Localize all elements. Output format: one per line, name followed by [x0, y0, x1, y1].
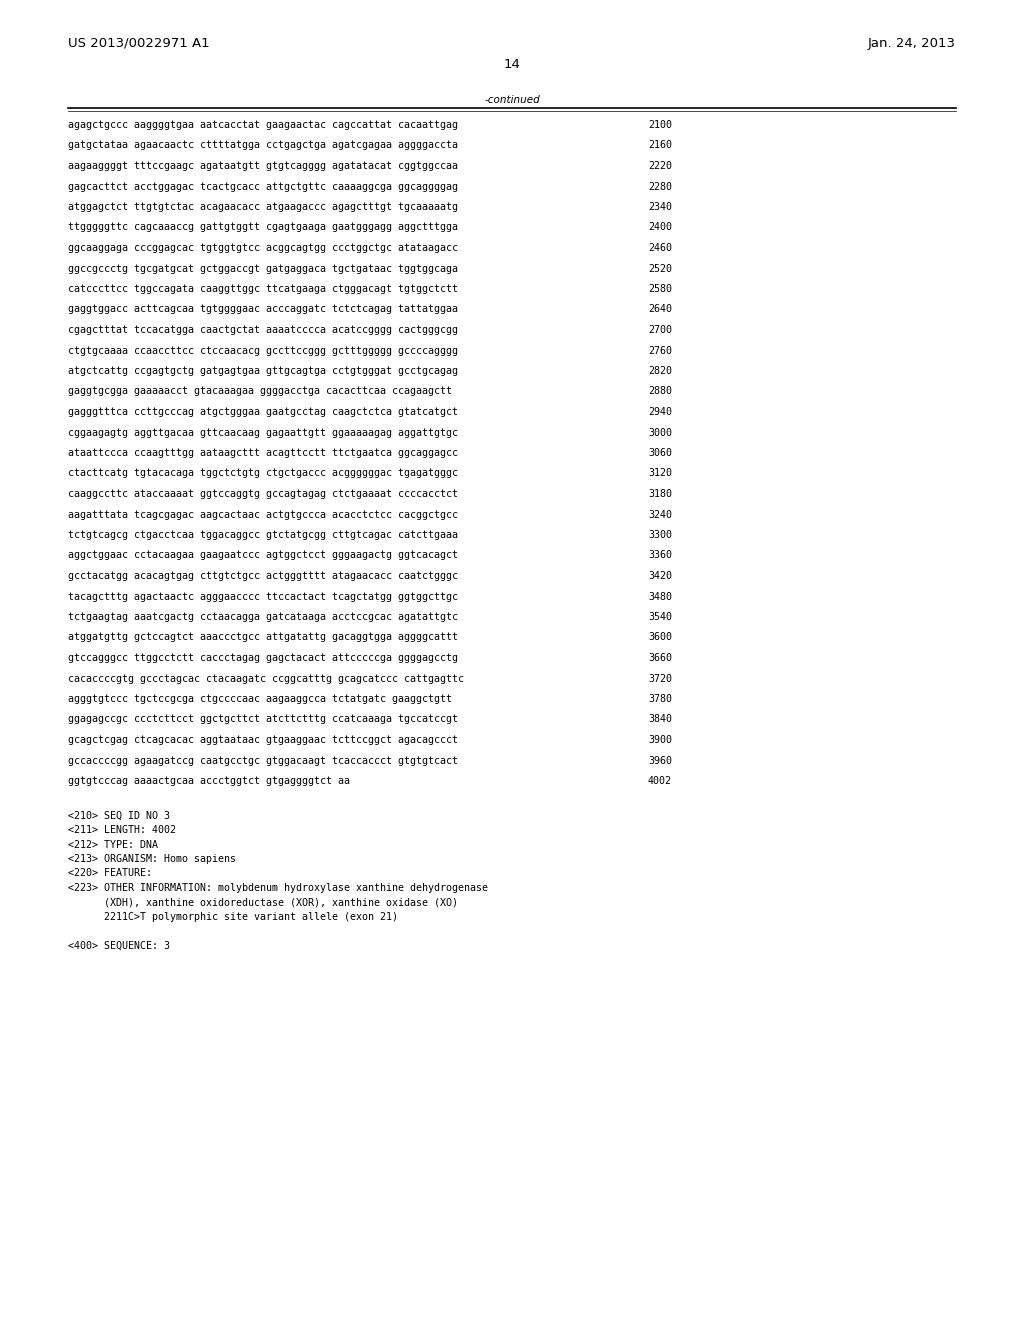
- Text: caaggccttc ataccaaaat ggtccaggtg gccagtagag ctctgaaaat ccccacctct: caaggccttc ataccaaaat ggtccaggtg gccagta…: [68, 488, 458, 499]
- Text: aggctggaac cctacaagaa gaagaatccc agtggctcct gggaagactg ggtcacagct: aggctggaac cctacaagaa gaagaatccc agtggct…: [68, 550, 458, 561]
- Text: gcagctcgag ctcagcacac aggtaataac gtgaaggaac tcttccggct agacagccct: gcagctcgag ctcagcacac aggtaataac gtgaagg…: [68, 735, 458, 744]
- Text: 3240: 3240: [648, 510, 672, 520]
- Text: 2160: 2160: [648, 140, 672, 150]
- Text: Jan. 24, 2013: Jan. 24, 2013: [868, 37, 956, 50]
- Text: <400> SEQUENCE: 3: <400> SEQUENCE: 3: [68, 941, 170, 950]
- Text: <223> OTHER INFORMATION: molybdenum hydroxylase xanthine dehydrogenase: <223> OTHER INFORMATION: molybdenum hydr…: [68, 883, 488, 894]
- Text: gagggtttca ccttgcccag atgctgggaa gaatgcctag caagctctca gtatcatgct: gagggtttca ccttgcccag atgctgggaa gaatgcc…: [68, 407, 458, 417]
- Text: 3660: 3660: [648, 653, 672, 663]
- Text: -continued: -continued: [484, 95, 540, 106]
- Text: 2700: 2700: [648, 325, 672, 335]
- Text: tctgaagtag aaatcgactg cctaacagga gatcataaga acctccgcac agatattgtc: tctgaagtag aaatcgactg cctaacagga gatcata…: [68, 612, 458, 622]
- Text: 3120: 3120: [648, 469, 672, 479]
- Text: 2820: 2820: [648, 366, 672, 376]
- Text: ggtgtcccag aaaactgcaa accctggtct gtgaggggtct aa: ggtgtcccag aaaactgcaa accctggtct gtgaggg…: [68, 776, 350, 785]
- Text: ttgggggttc cagcaaaccg gattgtggtt cgagtgaaga gaatgggagg aggctttgga: ttgggggttc cagcaaaccg gattgtggtt cgagtga…: [68, 223, 458, 232]
- Text: gccaccccgg agaagatccg caatgcctgc gtggacaagt tcaccaccct gtgtgtcact: gccaccccgg agaagatccg caatgcctgc gtggaca…: [68, 755, 458, 766]
- Text: gtccagggcc ttggcctctt caccctagag gagctacact attcccccga ggggagcctg: gtccagggcc ttggcctctt caccctagag gagctac…: [68, 653, 458, 663]
- Text: 2520: 2520: [648, 264, 672, 273]
- Text: agagctgccc aaggggtgaa aatcacctat gaagaactac cagccattat cacaattgag: agagctgccc aaggggtgaa aatcacctat gaagaac…: [68, 120, 458, 129]
- Text: atggagctct ttgtgtctac acagaacacc atgaagaccc agagctttgt tgcaaaaatg: atggagctct ttgtgtctac acagaacacc atgaaga…: [68, 202, 458, 213]
- Text: gaggtgcgga gaaaaacct gtacaaagaa ggggacctga cacacttcaa ccagaagctt: gaggtgcgga gaaaaacct gtacaaagaa ggggacct…: [68, 387, 452, 396]
- Text: <211> LENGTH: 4002: <211> LENGTH: 4002: [68, 825, 176, 836]
- Text: 2580: 2580: [648, 284, 672, 294]
- Text: 3480: 3480: [648, 591, 672, 602]
- Text: ggagagccgc ccctcttcct ggctgcttct atcttctttg ccatcaaaga tgccatccgt: ggagagccgc ccctcttcct ggctgcttct atcttct…: [68, 714, 458, 725]
- Text: 3360: 3360: [648, 550, 672, 561]
- Text: gcctacatgg acacagtgag cttgtctgcc actgggtttt atagaacacc caatctgggc: gcctacatgg acacagtgag cttgtctgcc actgggt…: [68, 572, 458, 581]
- Text: cggaagagtg aggttgacaa gttcaacaag gagaattgtt ggaaaaagag aggattgtgc: cggaagagtg aggttgacaa gttcaacaag gagaatt…: [68, 428, 458, 437]
- Text: aagatttata tcagcgagac aagcactaac actgtgccca acacctctcc cacggctgcc: aagatttata tcagcgagac aagcactaac actgtgc…: [68, 510, 458, 520]
- Text: (XDH), xanthine oxidoreductase (XOR), xanthine oxidase (XO): (XDH), xanthine oxidoreductase (XOR), xa…: [68, 898, 458, 908]
- Text: 2880: 2880: [648, 387, 672, 396]
- Text: 3540: 3540: [648, 612, 672, 622]
- Text: 3300: 3300: [648, 531, 672, 540]
- Text: 2340: 2340: [648, 202, 672, 213]
- Text: 2640: 2640: [648, 305, 672, 314]
- Text: ggcaaggaga cccggagcac tgtggtgtcc acggcagtgg ccctggctgc atataagacc: ggcaaggaga cccggagcac tgtggtgtcc acggcag…: [68, 243, 458, 253]
- Text: 2760: 2760: [648, 346, 672, 355]
- Text: 2400: 2400: [648, 223, 672, 232]
- Text: cgagctttat tccacatgga caactgctat aaaatcccca acatccgggg cactgggcgg: cgagctttat tccacatgga caactgctat aaaatcc…: [68, 325, 458, 335]
- Text: 2211C>T polymorphic site variant allele (exon 21): 2211C>T polymorphic site variant allele …: [68, 912, 398, 921]
- Text: catcccttcc tggccagata caaggttggc ttcatgaaga ctgggacagt tgtggctctt: catcccttcc tggccagata caaggttggc ttcatga…: [68, 284, 458, 294]
- Text: 3060: 3060: [648, 447, 672, 458]
- Text: 2220: 2220: [648, 161, 672, 172]
- Text: 3600: 3600: [648, 632, 672, 643]
- Text: <220> FEATURE:: <220> FEATURE:: [68, 869, 152, 879]
- Text: 3000: 3000: [648, 428, 672, 437]
- Text: aagaaggggt tttccgaagc agataatgtt gtgtcagggg agatatacat cggtggccaa: aagaaggggt tttccgaagc agataatgtt gtgtcag…: [68, 161, 458, 172]
- Text: 3720: 3720: [648, 673, 672, 684]
- Text: ggccgccctg tgcgatgcat gctggaccgt gatgaggaca tgctgataac tggtggcaga: ggccgccctg tgcgatgcat gctggaccgt gatgagg…: [68, 264, 458, 273]
- Text: cacaccccgtg gccctagcac ctacaagatc ccggcatttg gcagcatccc cattgagttc: cacaccccgtg gccctagcac ctacaagatc ccggca…: [68, 673, 464, 684]
- Text: gaggtggacc acttcagcaa tgtggggaac acccaggatc tctctcagag tattatggaa: gaggtggacc acttcagcaa tgtggggaac acccagg…: [68, 305, 458, 314]
- Text: 3840: 3840: [648, 714, 672, 725]
- Text: 14: 14: [504, 58, 520, 71]
- Text: 3780: 3780: [648, 694, 672, 704]
- Text: 4002: 4002: [648, 776, 672, 785]
- Text: <212> TYPE: DNA: <212> TYPE: DNA: [68, 840, 158, 850]
- Text: tacagctttg agactaactc agggaacccc ttccactact tcagctatgg ggtggcttgc: tacagctttg agactaactc agggaacccc ttccact…: [68, 591, 458, 602]
- Text: ataattccca ccaagtttgg aataagcttt acagttcctt ttctgaatca ggcaggagcc: ataattccca ccaagtttgg aataagcttt acagttc…: [68, 447, 458, 458]
- Text: 3960: 3960: [648, 755, 672, 766]
- Text: ctacttcatg tgtacacaga tggctctgtg ctgctgaccc acggggggac tgagatgggc: ctacttcatg tgtacacaga tggctctgtg ctgctga…: [68, 469, 458, 479]
- Text: 2280: 2280: [648, 181, 672, 191]
- Text: atggatgttg gctccagtct aaaccctgcc attgatattg gacaggtgga aggggcattt: atggatgttg gctccagtct aaaccctgcc attgata…: [68, 632, 458, 643]
- Text: tctgtcagcg ctgacctcaa tggacaggcc gtctatgcgg cttgtcagac catcttgaaa: tctgtcagcg ctgacctcaa tggacaggcc gtctatg…: [68, 531, 458, 540]
- Text: 2940: 2940: [648, 407, 672, 417]
- Text: <210> SEQ ID NO 3: <210> SEQ ID NO 3: [68, 810, 170, 821]
- Text: 3900: 3900: [648, 735, 672, 744]
- Text: 2100: 2100: [648, 120, 672, 129]
- Text: 2460: 2460: [648, 243, 672, 253]
- Text: US 2013/0022971 A1: US 2013/0022971 A1: [68, 37, 210, 50]
- Text: <213> ORGANISM: Homo sapiens: <213> ORGANISM: Homo sapiens: [68, 854, 236, 865]
- Text: atgctcattg ccgagtgctg gatgagtgaa gttgcagtga cctgtgggat gcctgcagag: atgctcattg ccgagtgctg gatgagtgaa gttgcag…: [68, 366, 458, 376]
- Text: gagcacttct acctggagac tcactgcacc attgctgttc caaaaggcga ggcaggggag: gagcacttct acctggagac tcactgcacc attgctg…: [68, 181, 458, 191]
- Text: agggtgtccc tgctccgcga ctgccccaac aagaaggcca tctatgatc gaaggctgtt: agggtgtccc tgctccgcga ctgccccaac aagaagg…: [68, 694, 452, 704]
- Text: ctgtgcaaaa ccaaccttcc ctccaacacg gccttccggg gctttggggg gccccagggg: ctgtgcaaaa ccaaccttcc ctccaacacg gccttcc…: [68, 346, 458, 355]
- Text: gatgctataa agaacaactc cttttatgga cctgagctga agatcgagaa aggggaccta: gatgctataa agaacaactc cttttatgga cctgagc…: [68, 140, 458, 150]
- Text: 3420: 3420: [648, 572, 672, 581]
- Text: 3180: 3180: [648, 488, 672, 499]
